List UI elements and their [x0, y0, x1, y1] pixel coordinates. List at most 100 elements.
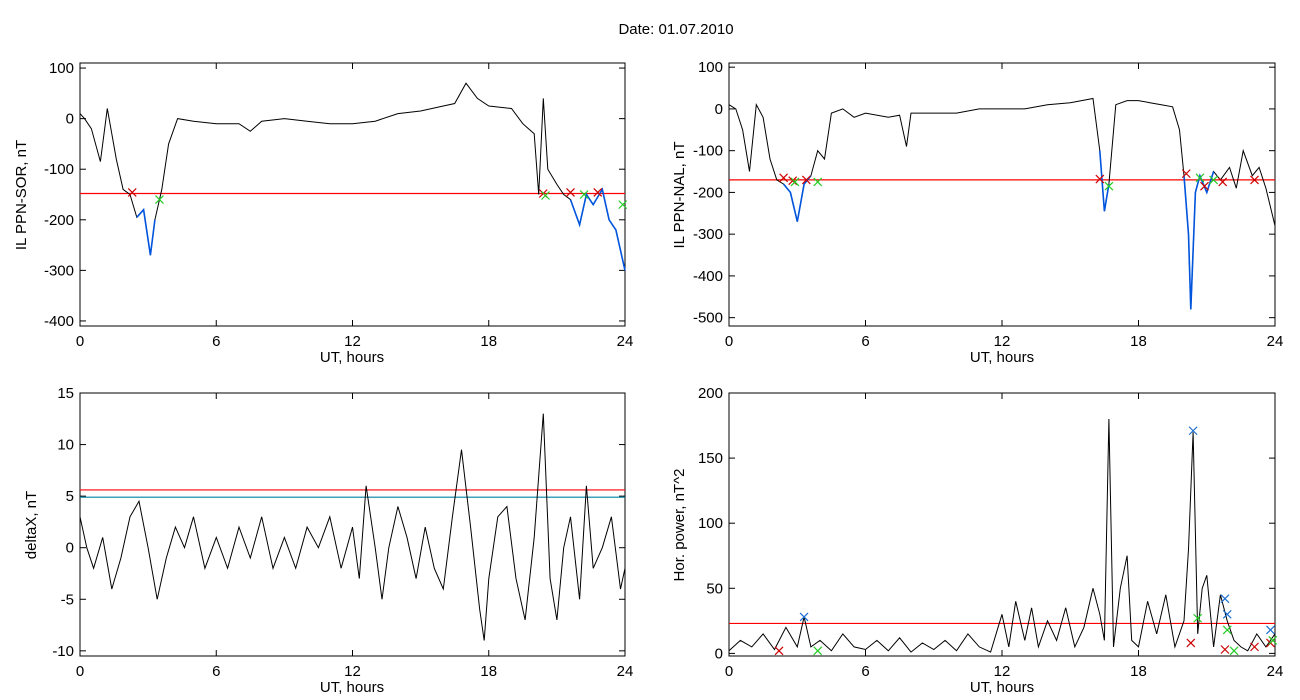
end-marker [1229, 646, 1239, 656]
x-tick-label: 18 [480, 333, 497, 350]
x-tick-label: 18 [480, 663, 497, 680]
panel-deltax: 0 6 12 18 24 15 10 5 0 -5 -10 UT, hours deltaX, nT [23, 385, 633, 696]
y-tick-label: -5 [61, 591, 74, 608]
y-tick-label: 0 [66, 540, 74, 557]
y-tick-label: 50 [706, 580, 723, 597]
start-marker [1200, 181, 1209, 191]
x-tick-label: 12 [994, 333, 1011, 350]
y-tick-label: -100 [44, 161, 74, 178]
plot-area: 0 6 12 18 24 15 10 5 0 -5 -10 [52, 385, 633, 680]
plot-area: 0 6 12 18 24 100 0 -100 -200 -300 -400 -500 [693, 59, 1283, 350]
y-tick-label: -200 [693, 184, 723, 201]
start-marker [1250, 642, 1259, 652]
x-tick-label: 0 [725, 663, 733, 680]
highlighted-segment [136, 207, 156, 256]
start-marker [1095, 174, 1105, 184]
end-marker [1209, 175, 1218, 185]
start-marker [774, 646, 784, 656]
highlighted-segment [1183, 171, 1215, 310]
highlighted-segment [1099, 150, 1110, 212]
end-marker [541, 191, 550, 200]
start-marker [1218, 177, 1228, 187]
peak-marker [1222, 609, 1232, 619]
x-axis-label: UT, hours [320, 679, 384, 696]
y-tick-label: 5 [66, 488, 74, 505]
end-marker [1195, 173, 1205, 183]
end-marker [1104, 181, 1114, 191]
x-tick-label: 24 [1267, 663, 1284, 680]
peak-marker [1220, 594, 1230, 604]
panel-ppn-sor: 0 6 12 18 24 100 0 -100 -200 -300 -400 UT, hours I… [13, 60, 633, 366]
start-marker [127, 188, 137, 197]
y-tick-label: -300 [44, 262, 74, 279]
y-tick-label: 15 [57, 385, 74, 402]
start-marker [788, 176, 798, 186]
start-marker [779, 173, 789, 183]
y-tick-label: 100 [698, 59, 723, 76]
end-marker [813, 177, 823, 187]
end-marker [1222, 625, 1232, 635]
end-marker [790, 177, 800, 187]
series-line [728, 97, 1276, 310]
y-tick-label: 0 [715, 645, 723, 662]
x-axis-label: UT, hours [970, 679, 1034, 696]
y-tick-label: -10 [52, 643, 74, 660]
start-marker [1220, 645, 1230, 654]
start-marker [1181, 169, 1191, 179]
start-marker [593, 188, 603, 197]
end-marker [1193, 613, 1203, 623]
x-tick-label: 24 [1267, 333, 1284, 350]
x-tick-label: 12 [344, 333, 361, 350]
panel-frame [79, 392, 626, 657]
start-marker [801, 175, 811, 185]
y-axis-label: IL PPN-NAL, nT [671, 142, 688, 249]
x-tick-label: 12 [344, 663, 361, 680]
series-line [79, 82, 626, 271]
y-tick-label: -400 [693, 268, 723, 285]
y-tick-label: -300 [693, 226, 723, 243]
x-tick-label: 18 [1130, 333, 1147, 350]
peak-marker [1188, 426, 1198, 436]
highlighted-segment [569, 187, 626, 271]
x-tick-label: 6 [861, 663, 869, 680]
plot-area: 0 6 12 18 24 100 0 -100 -200 -300 -400 [44, 60, 633, 350]
y-tick-label: 200 [698, 385, 723, 402]
y-tick-label: 100 [698, 515, 723, 532]
x-axis-label: UT, hours [320, 349, 384, 366]
x-tick-label: 6 [212, 333, 220, 350]
peak-marker [799, 612, 809, 622]
x-tick-label: 0 [725, 333, 733, 350]
panel-frame [728, 62, 1276, 327]
y-tick-label: -400 [44, 313, 74, 330]
series-line [728, 418, 1276, 653]
y-tick-label: 0 [66, 111, 74, 128]
x-tick-label: 12 [994, 663, 1011, 680]
x-tick-label: 24 [617, 333, 634, 350]
y-tick-label: -100 [693, 143, 723, 160]
y-tick-label: 100 [49, 60, 74, 77]
end-marker [155, 195, 164, 204]
y-axis-label: deltaX, nT [23, 491, 40, 559]
end-marker [579, 190, 589, 199]
y-tick-label: 150 [698, 450, 723, 467]
end-marker [618, 200, 628, 210]
y-axis-label: Hor. power, nT^2 [671, 469, 688, 582]
panel-hor-power: 0 6 12 18 24 200 150 100 50 0 UT, hours Hor. powe… [671, 385, 1283, 696]
figure-title: Date: 01.07.2010 [618, 21, 733, 38]
end-marker [1268, 635, 1278, 645]
x-tick-label: 18 [1130, 663, 1147, 680]
y-tick-label: -500 [693, 310, 723, 327]
x-tick-label: 0 [76, 663, 84, 680]
start-marker [566, 188, 575, 197]
y-axis-label: IL PPN-SOR, nT [13, 140, 30, 250]
start-marker [1250, 175, 1259, 185]
panel-ppn-nal: 0 6 12 18 24 100 0 -100 -200 -300 -400 -500 UT, hou… [671, 59, 1283, 366]
x-tick-label: 6 [861, 333, 869, 350]
peak-marker [1266, 625, 1275, 635]
x-tick-label: 0 [76, 333, 84, 350]
x-tick-label: 24 [617, 663, 634, 680]
x-axis-label: UT, hours [970, 349, 1034, 366]
y-tick-label: 10 [57, 437, 74, 454]
start-marker [1186, 638, 1196, 648]
